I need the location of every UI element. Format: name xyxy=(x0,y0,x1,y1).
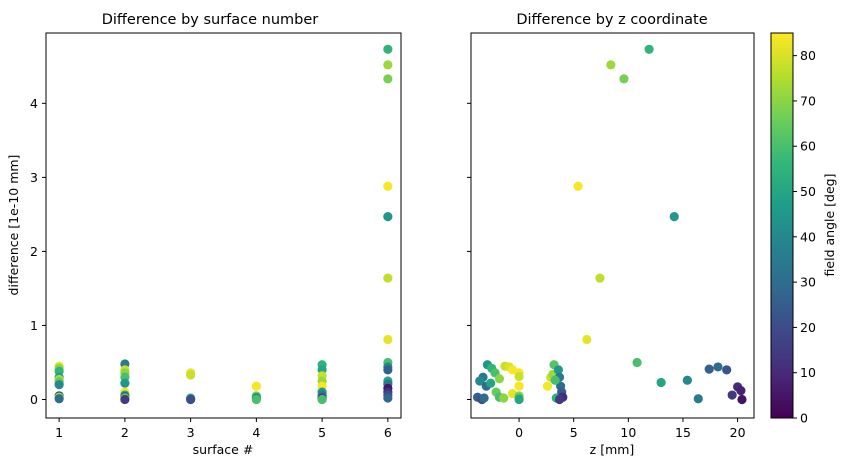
data-point xyxy=(682,375,692,385)
x-tick-label: 10 xyxy=(620,425,636,440)
x-tick-label: 0 xyxy=(515,425,523,440)
data-point xyxy=(383,393,393,403)
colorbar-tick-label: 40 xyxy=(800,229,816,244)
colorbar-tick-label: 30 xyxy=(800,275,816,290)
data-point xyxy=(704,364,714,374)
plot-frame xyxy=(470,32,755,419)
data-point xyxy=(514,381,524,391)
data-point xyxy=(383,44,393,54)
data-point xyxy=(550,375,560,385)
x-tick-label: 20 xyxy=(730,425,746,440)
data-point xyxy=(632,357,642,368)
data-point xyxy=(251,381,261,391)
colorbar-frame xyxy=(770,32,794,419)
data-point xyxy=(486,378,496,388)
y-axis-label: difference [1e-10 mm] xyxy=(6,155,21,296)
colorbar-tick-label: 20 xyxy=(800,320,816,335)
scatter-points xyxy=(472,44,747,405)
data-point xyxy=(514,394,524,405)
data-point xyxy=(542,381,553,391)
data-point xyxy=(383,334,393,345)
data-point xyxy=(186,394,196,405)
y-tick-label: 3 xyxy=(30,170,38,185)
data-point xyxy=(737,394,747,405)
data-point xyxy=(722,365,732,375)
data-point xyxy=(383,365,393,375)
data-point xyxy=(573,181,583,191)
x-tick-label: 15 xyxy=(675,425,691,440)
chart-title: Difference by surface number xyxy=(102,12,319,28)
data-point xyxy=(383,181,393,191)
chart-title: Difference by z coordinate xyxy=(516,12,707,28)
colorbar-gradient xyxy=(771,33,793,418)
data-point xyxy=(499,393,509,403)
plot-frame xyxy=(45,32,402,419)
x-axis-ticks: 1 2 3 4 5 6 xyxy=(55,418,392,440)
data-point xyxy=(644,44,654,54)
x-tick-label: 6 xyxy=(384,425,392,440)
data-point xyxy=(54,394,64,404)
data-point xyxy=(383,212,393,222)
data-point xyxy=(619,74,629,84)
y-tick-label: 4 xyxy=(30,96,38,111)
data-point xyxy=(606,60,616,70)
data-point xyxy=(479,393,489,403)
colorbar-ticks: 0 10 20 30 40 50 60 70 80 xyxy=(793,48,816,426)
data-point xyxy=(713,362,723,372)
y-tick-label: 0 xyxy=(30,392,38,407)
x-axis-label: surface # xyxy=(193,442,254,457)
data-point xyxy=(514,371,524,382)
data-point xyxy=(554,394,565,405)
colorbar-tick-label: 50 xyxy=(800,184,816,199)
y-axis-ticks: 0 1 2 3 4 xyxy=(30,96,46,407)
colorbar-label: field angle [deg] xyxy=(822,174,837,277)
data-point xyxy=(494,374,505,384)
colorbar-tick-label: 0 xyxy=(800,411,808,426)
colorbar-tick-label: 60 xyxy=(800,139,816,154)
y-tick-label: 2 xyxy=(30,244,38,259)
colorbar-tick-label: 80 xyxy=(800,48,816,63)
data-point xyxy=(383,60,393,70)
data-point xyxy=(736,386,746,396)
data-point xyxy=(251,394,261,405)
data-point xyxy=(669,212,679,222)
data-point xyxy=(186,370,196,380)
colorbar-tick-label: 70 xyxy=(800,93,816,108)
x-tick-label: 4 xyxy=(252,425,260,440)
data-point xyxy=(383,273,393,283)
colorbar: 0 10 20 30 40 50 60 70 80 field angle [deg] xyxy=(770,32,837,426)
data-point xyxy=(120,394,130,405)
data-point xyxy=(582,334,592,345)
data-point xyxy=(54,380,64,390)
x-tick-label: 3 xyxy=(187,425,195,440)
data-point xyxy=(383,74,393,84)
data-point xyxy=(693,394,703,404)
data-point xyxy=(595,273,605,283)
x-tick-label: 2 xyxy=(121,425,129,440)
scatter-points xyxy=(54,44,393,405)
panel-surface-number: Difference by surface number 1 2 3 4 5 6 0 1 2 3… xyxy=(6,12,402,457)
data-point xyxy=(553,365,564,375)
data-point xyxy=(727,390,737,400)
x-tick-label: 5 xyxy=(570,425,578,440)
x-tick-label: 5 xyxy=(318,425,326,440)
data-point xyxy=(317,394,327,405)
panel-z-coordinate: Difference by z coordinate 0 5 10 15 20 z [m… xyxy=(467,12,755,457)
data-point xyxy=(656,377,666,388)
colorbar-tick-label: 10 xyxy=(800,365,816,380)
x-axis-ticks: 0 5 10 15 20 xyxy=(515,418,746,440)
y-axis-ticks xyxy=(467,102,471,400)
data-point xyxy=(120,378,130,388)
x-axis-label: z [mm] xyxy=(590,442,635,457)
y-tick-label: 1 xyxy=(30,318,38,333)
x-tick-label: 1 xyxy=(55,425,63,440)
data-point xyxy=(475,376,485,386)
